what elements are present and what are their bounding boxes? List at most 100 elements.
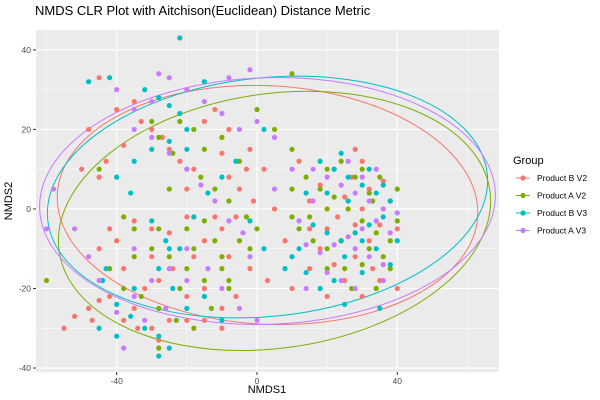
point-product-a-v3 <box>373 218 379 224</box>
point-product-b-v2 <box>78 166 85 172</box>
point-product-b-v2 <box>149 254 155 260</box>
point-product-b-v3 <box>184 126 190 133</box>
point-product-b-v3 <box>324 190 330 196</box>
point-product-a-v3 <box>219 110 225 117</box>
y-tick-label: 20 <box>22 124 32 134</box>
point-product-a-v2 <box>166 186 172 192</box>
point-product-a-v3 <box>310 166 316 172</box>
y-tick-label: 0 <box>26 204 31 214</box>
point-product-b-v2 <box>142 285 148 292</box>
point-product-a-v3 <box>166 266 172 272</box>
legend-label: Product A V3 <box>537 226 586 236</box>
point-product-b-v2 <box>306 266 313 272</box>
point-product-b-v3 <box>317 158 323 164</box>
point-product-a-v2 <box>342 266 348 272</box>
point-product-b-v3 <box>166 138 172 144</box>
point-product-a-v2 <box>131 254 137 260</box>
point-product-b-v3 <box>366 222 372 228</box>
point-product-a-v3 <box>296 218 302 224</box>
point-product-b-v3 <box>296 246 302 252</box>
point-product-a-v3 <box>205 266 211 272</box>
point-product-b-v2 <box>317 246 323 252</box>
point-product-b-v3 <box>373 190 379 196</box>
point-product-a-v3 <box>149 277 155 284</box>
point-product-b-v2 <box>233 214 239 220</box>
point-product-a-v2 <box>352 174 358 180</box>
point-product-a-v3 <box>142 317 148 323</box>
point-product-a-v3 <box>156 71 162 77</box>
y-tick-label: 40 <box>22 45 32 55</box>
point-product-b-v3 <box>191 214 197 220</box>
point-product-a-v2 <box>184 226 190 232</box>
point-product-a-v2 <box>173 317 179 323</box>
point-product-a-v3 <box>317 250 323 256</box>
point-product-b-v2 <box>107 293 113 300</box>
point-product-a-v2 <box>156 305 162 311</box>
point-product-a-v2 <box>149 246 155 252</box>
point-product-a-v2 <box>380 254 386 260</box>
point-product-b-v2 <box>324 293 330 300</box>
point-product-a-v3 <box>43 226 50 232</box>
y-tick-label: -20 <box>19 283 32 293</box>
point-product-b-v3 <box>163 238 169 244</box>
point-product-a-v3 <box>149 98 155 105</box>
point-product-b-v3 <box>177 35 183 41</box>
point-product-b-v2 <box>107 226 113 232</box>
point-product-b-v3 <box>156 353 162 359</box>
point-product-a-v2 <box>324 266 330 272</box>
point-product-a-v3 <box>184 87 190 93</box>
point-product-b-v3 <box>247 218 253 224</box>
legend-label: Product B V3 <box>537 208 587 218</box>
point-product-b-v2 <box>331 262 337 268</box>
point-product-a-v3 <box>324 174 330 180</box>
point-product-a-v3 <box>352 190 358 196</box>
point-product-b-v3 <box>156 95 162 101</box>
point-product-b-v3 <box>359 269 365 276</box>
point-product-a-v3 <box>149 134 155 140</box>
point-product-b-v2 <box>201 317 207 323</box>
point-product-b-v3 <box>377 305 383 311</box>
point-product-a-v2 <box>296 226 302 232</box>
point-product-a-v2 <box>366 190 372 196</box>
legend: Group Product B V2 Product A V2 Product B … <box>513 155 587 236</box>
point-product-b-v3 <box>177 110 183 117</box>
point-product-a-v3 <box>166 75 172 81</box>
point-product-b-v2 <box>236 186 243 192</box>
point-product-a-v2 <box>366 246 372 252</box>
point-product-b-v3 <box>114 174 120 180</box>
point-product-b-v2 <box>247 266 253 272</box>
point-product-a-v2 <box>226 285 232 292</box>
point-product-a-v2 <box>236 238 243 244</box>
point-product-a-v3 <box>380 262 386 268</box>
legend-label: Product A V2 <box>537 191 586 201</box>
point-product-a-v2 <box>43 277 50 284</box>
point-product-b-v3 <box>114 301 120 307</box>
point-product-b-v2 <box>352 254 358 260</box>
point-product-a-v3 <box>131 293 137 300</box>
point-product-b-v3 <box>131 285 137 292</box>
point-product-b-v2 <box>352 146 358 152</box>
point-product-b-v3 <box>205 190 211 196</box>
point-product-b-v3 <box>128 190 134 196</box>
point-product-a-v2 <box>138 293 144 300</box>
point-product-a-v2 <box>289 214 295 220</box>
point-product-a-v3 <box>212 198 218 204</box>
point-product-a-v2 <box>96 166 102 172</box>
point-product-a-v3 <box>86 254 92 260</box>
point-product-a-v2 <box>156 134 162 140</box>
point-product-a-v2 <box>271 126 278 133</box>
point-product-a-v3 <box>198 182 204 188</box>
point-product-a-v3 <box>254 118 260 125</box>
point-product-b-v2 <box>250 198 257 204</box>
point-product-a-v2 <box>212 238 218 244</box>
point-product-b-v2 <box>156 337 162 343</box>
point-product-b-v2 <box>156 277 162 284</box>
point-product-b-v2 <box>212 214 218 220</box>
point-product-a-v2 <box>191 325 197 331</box>
point-product-b-v3 <box>338 238 344 244</box>
point-product-a-v2 <box>219 266 225 272</box>
point-product-b-v2 <box>114 238 120 244</box>
point-product-a-v3 <box>226 218 232 224</box>
point-product-b-v3 <box>156 333 162 339</box>
point-product-b-v2 <box>247 146 253 152</box>
